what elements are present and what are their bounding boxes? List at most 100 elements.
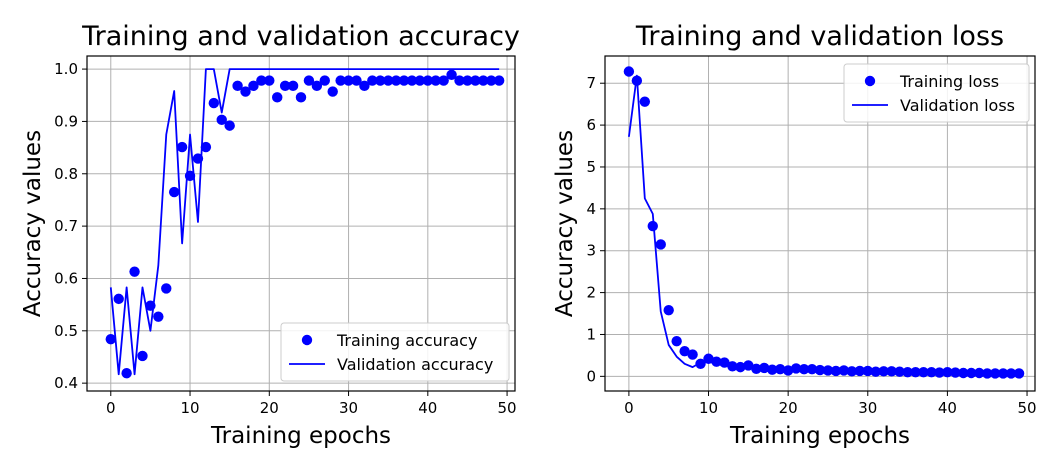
legend-entry-label: Training loss [899, 72, 999, 91]
data-point [854, 365, 866, 377]
data-point [470, 75, 481, 86]
data-point [406, 75, 418, 86]
plot-frame [86, 55, 516, 392]
x-tick-label: 30 [858, 399, 877, 417]
y-axis-label: Accuracy values [552, 130, 578, 317]
y-tick-label: 2 [586, 284, 596, 302]
data-point [671, 335, 682, 347]
chart-title: Training and validation accuracy [81, 21, 520, 52]
data-point [398, 75, 410, 86]
data-point [390, 75, 402, 86]
data-point [454, 75, 465, 86]
data-point [359, 80, 370, 92]
data-point [639, 96, 651, 107]
data-point [814, 364, 826, 376]
x-tick-label: 50 [498, 399, 517, 417]
plot-frame [604, 55, 1036, 392]
data-point [224, 120, 235, 131]
x-tick-label: 0 [106, 399, 116, 417]
data-point [295, 92, 307, 103]
x-tick-label: 20 [779, 399, 798, 417]
data-point [287, 80, 299, 92]
data-point [168, 186, 180, 198]
legend-marker-swatch [864, 75, 876, 87]
data-point [759, 362, 770, 374]
data-point [351, 75, 362, 86]
x-tick-label: 40 [938, 399, 957, 417]
legend-box [843, 63, 1030, 123]
y-tick-label: 0.7 [54, 217, 78, 235]
data-point [176, 141, 188, 153]
data-point [446, 69, 457, 81]
legend-entry-label: Validation accuracy [337, 355, 493, 374]
x-tick-label: 10 [699, 399, 718, 417]
x-tick-label: 40 [418, 399, 437, 417]
data-point [655, 239, 666, 250]
data-point [663, 304, 674, 316]
data-point [375, 75, 386, 86]
chart-panel-1: 0 10 20 30 40 500.40.50.60.70.80.91.0Training… [20, 21, 520, 449]
data-point [687, 349, 698, 360]
legend-entry-label: Validation loss [900, 96, 1015, 115]
legend: Training accuracy Validation accuracy [280, 322, 510, 382]
data-point [161, 283, 172, 294]
chart-panel-2: 0 10 20 30 40 50 0 1 2 3 4 5 6 7 Training and validati… [552, 21, 1037, 449]
data-point [232, 80, 243, 92]
data-point [200, 141, 212, 153]
x-axis-label: Training epochs [210, 423, 391, 449]
data-point [327, 86, 338, 97]
data-point [248, 80, 259, 92]
y-axis-label: Accuracy values [20, 130, 46, 317]
y-tick-label: 0.6 [54, 269, 78, 287]
data-point [303, 75, 315, 86]
data-point [862, 365, 873, 377]
y-tick-label: 0.9 [54, 112, 78, 130]
data-point [478, 75, 489, 86]
y-tick-label: 5 [586, 158, 596, 176]
y-tick-label: 1.0 [54, 60, 78, 78]
data-point [319, 75, 330, 86]
data-point [129, 266, 140, 277]
data-point [137, 350, 148, 362]
data-point [1013, 368, 1025, 379]
x-tick-label: 20 [260, 399, 279, 417]
data-point [240, 86, 251, 97]
data-point [414, 75, 426, 86]
data-point [335, 75, 346, 86]
y-tick-label: 7 [586, 74, 596, 92]
chart-title: Training and validation loss [635, 21, 1004, 52]
data-point [679, 346, 690, 357]
y-tick-label: 1 [586, 325, 596, 343]
data-point [838, 365, 850, 376]
data-point [343, 75, 354, 86]
data-point [153, 311, 164, 322]
y-tick-label: 0.4 [54, 374, 78, 392]
data-point [256, 75, 267, 86]
data-point [382, 75, 394, 86]
x-tick-label: 10 [180, 399, 199, 417]
x-tick-label: 50 [1017, 399, 1036, 417]
data-point [113, 293, 124, 305]
data-point [422, 75, 434, 86]
y-tick-label: 4 [586, 200, 596, 218]
data-point [216, 114, 227, 126]
data-point [886, 366, 897, 377]
data-point [279, 80, 291, 92]
x-tick-label: 30 [339, 399, 358, 417]
data-point [695, 358, 706, 369]
y-tick-label: 0.8 [54, 165, 78, 183]
data-point [462, 75, 473, 86]
data-point [311, 80, 323, 92]
series-line-validation-loss [627, 74, 1020, 375]
legend-marker-swatch [301, 334, 313, 346]
data-point [264, 75, 275, 86]
data-point [105, 333, 116, 345]
y-tick-label: 6 [586, 116, 596, 134]
data-point [798, 364, 810, 375]
data-point [208, 97, 220, 109]
data-point [438, 75, 449, 86]
data-point [486, 75, 497, 86]
data-point [647, 220, 658, 232]
